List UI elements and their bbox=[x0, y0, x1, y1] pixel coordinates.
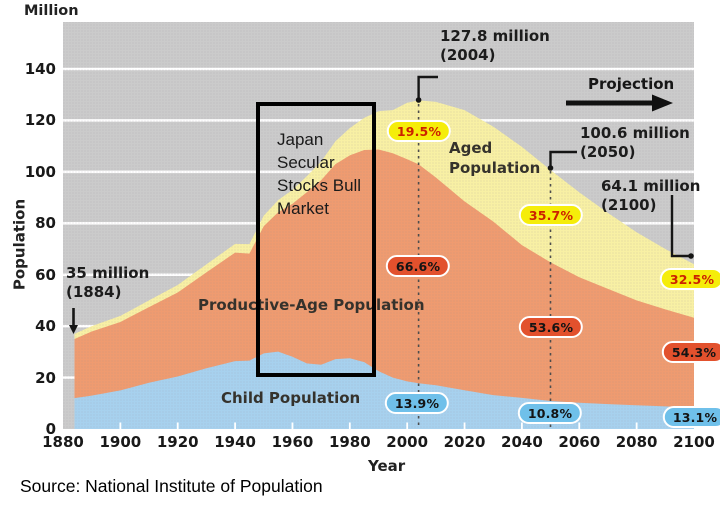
overlay-box-text: Stocks Bull bbox=[277, 176, 362, 195]
y-tick-label: 140 bbox=[24, 60, 56, 78]
y-tick-label: 80 bbox=[35, 214, 56, 233]
share-badge-child-2050: 10.8% bbox=[517, 402, 583, 424]
x-tick-label: 1880 bbox=[42, 433, 84, 451]
x-tick-label: 1920 bbox=[156, 433, 199, 451]
start-annotation-arrowhead bbox=[69, 325, 78, 334]
y-tick-label: 40 bbox=[35, 317, 56, 336]
x-tick-label: 2080 bbox=[615, 433, 658, 451]
unit-label: Million bbox=[24, 3, 79, 19]
y-tick-label: 120 bbox=[24, 111, 56, 130]
annotation-1884: 35 million (1884) bbox=[66, 264, 150, 301]
share-badge-aged-2004: 19.5% bbox=[386, 120, 452, 142]
projection-label: Projection bbox=[588, 75, 675, 93]
y-tick-label: 20 bbox=[35, 368, 56, 387]
overlay-box-text: Secular bbox=[277, 153, 335, 172]
y-tick-label: 0 bbox=[45, 420, 56, 438]
annotation-2100-bracket bbox=[670, 195, 690, 258]
secular-bull-market-overlay-box: Japan Secular Stocks Bull Market bbox=[256, 102, 376, 377]
x-axis-tick-marks bbox=[119, 422, 638, 429]
y-tick-label: 100 bbox=[24, 162, 56, 181]
x-tick-label: 1980 bbox=[328, 433, 371, 451]
x-tick-mark bbox=[521, 422, 523, 429]
x-tick-mark bbox=[463, 422, 466, 429]
annotation-2050-bracket bbox=[549, 150, 577, 168]
annotation-2050-dot bbox=[547, 165, 554, 171]
share-badge-child-2004: 13.9% bbox=[384, 392, 450, 414]
share-badge-aged-2100: 32.5% bbox=[659, 268, 720, 290]
annotation-2100: 64.1 million (2100) bbox=[601, 177, 701, 214]
annotation-2004-peak: 127.8 million (2004) bbox=[440, 27, 550, 64]
halftone-texture bbox=[63, 22, 694, 429]
child-population-label: Child Population bbox=[221, 389, 361, 407]
x-tick-mark bbox=[176, 422, 179, 429]
overlay-box-text: Market bbox=[277, 199, 329, 218]
x-tick-label: 2020 bbox=[443, 433, 486, 451]
share-badge-productive-2050: 53.6% bbox=[518, 316, 584, 338]
share-badge-child-2100: 13.1% bbox=[662, 406, 720, 428]
x-tick-mark bbox=[119, 422, 122, 429]
x-tick-mark bbox=[291, 422, 294, 429]
share-badge-productive-2004: 66.6% bbox=[385, 255, 451, 277]
peak-annotation-bracket bbox=[417, 75, 438, 100]
x-tick-label: 1960 bbox=[271, 433, 314, 451]
projection-arrowhead bbox=[652, 94, 673, 112]
peak-annotation-dot bbox=[415, 97, 422, 103]
annotation-2050: 100.6 million (2050) bbox=[580, 124, 690, 161]
source-note: Source: National Institute of Population bbox=[20, 476, 323, 496]
x-axis-title: Year bbox=[368, 457, 406, 475]
x-tick-label: 2060 bbox=[558, 433, 601, 451]
annotation-2100-dot bbox=[688, 253, 694, 259]
x-tick-mark bbox=[406, 422, 409, 429]
x-tick-mark bbox=[348, 422, 351, 429]
x-tick-label: 2100 bbox=[673, 433, 715, 451]
overlay-box-text: Japan bbox=[277, 130, 324, 149]
productive-age-population-label: Productive-Age Population bbox=[198, 296, 425, 314]
x-tick-mark bbox=[578, 422, 581, 429]
share-badge-aged-2050: 35.7% bbox=[518, 204, 584, 226]
share-badge-productive-2100: 54.3% bbox=[661, 341, 720, 363]
x-tick-label: 1900 bbox=[99, 433, 142, 451]
x-tick-mark bbox=[234, 422, 236, 429]
x-tick-label: 2040 bbox=[501, 433, 543, 451]
x-tick-label: 2000 bbox=[386, 433, 429, 451]
x-tick-label: 1940 bbox=[214, 433, 256, 451]
y-tick-label: 60 bbox=[35, 265, 56, 284]
aged-population-label: Aged Population bbox=[449, 139, 541, 177]
x-tick-mark bbox=[635, 422, 638, 429]
